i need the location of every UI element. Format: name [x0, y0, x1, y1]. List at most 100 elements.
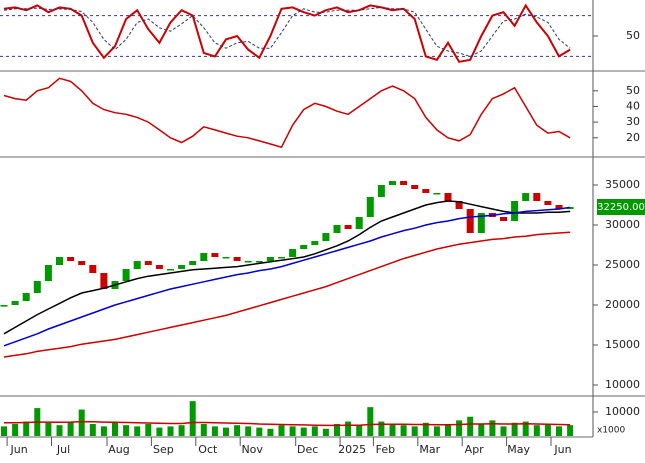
candle-body [300, 245, 308, 249]
candle-body [344, 225, 352, 229]
candle-body [22, 293, 30, 301]
volume-bar [256, 427, 263, 436]
volume-bar [223, 427, 229, 436]
y-tick-label: 20 [626, 131, 640, 144]
candle-body [89, 265, 97, 273]
y-tick-label: 40 [626, 99, 640, 112]
candle-body [289, 249, 297, 257]
volume-bar [522, 421, 529, 436]
x-tick-label: Dec [297, 443, 318, 456]
x-tick-label: Apr [465, 443, 485, 456]
x-tick-label: Nov [241, 443, 263, 456]
volume-bar [489, 420, 496, 436]
volume-bar [445, 425, 451, 436]
x-tick-label: Jun [10, 443, 28, 456]
candle-body [311, 241, 319, 245]
candle-body [11, 301, 19, 305]
line [3, 206, 571, 347]
volume-bar [234, 425, 241, 436]
candle-body [67, 257, 75, 261]
candle-body [389, 181, 396, 185]
candle-body [477, 213, 485, 233]
volume-bar [345, 421, 352, 436]
volume-bar [78, 409, 85, 436]
candle-body [511, 201, 519, 221]
last-price-box [597, 199, 645, 215]
volume-bar [378, 421, 385, 436]
candle-body [167, 269, 174, 271]
y-tick-label: 10000 [605, 378, 640, 391]
candle-body [266, 257, 274, 261]
candle-body [255, 261, 263, 263]
line [3, 77, 571, 149]
candle-body [522, 193, 530, 201]
y-tick-label: 30000 [605, 218, 640, 231]
line [4, 420, 571, 427]
line [3, 6, 571, 57]
candle-body [333, 225, 341, 233]
volume-bar [67, 421, 74, 436]
volume-bar [211, 426, 218, 436]
candle-body [44, 265, 52, 281]
volume-bar [289, 426, 296, 436]
volume-bar [89, 423, 96, 436]
last-price-label: 32250.00 [597, 202, 645, 213]
volume-bar [156, 427, 163, 436]
candle-body [233, 257, 241, 261]
line [3, 200, 571, 335]
volume-bar [334, 423, 340, 436]
candle-body [433, 193, 441, 195]
candle-body [0, 305, 8, 307]
volume-bar [1, 426, 7, 436]
candle-body [533, 193, 541, 201]
volume-bar [45, 422, 52, 436]
volume-bar [356, 425, 363, 436]
candle-body [555, 205, 563, 209]
candle-body [400, 181, 408, 185]
volume-bar [200, 423, 207, 436]
candle-body [411, 185, 419, 189]
volume-bar [533, 425, 540, 436]
volume-bar [500, 426, 507, 436]
candle-body [122, 269, 130, 281]
volume-bar [189, 401, 196, 436]
candle-body [444, 193, 452, 201]
x-tick-label: Sep [153, 443, 174, 456]
candle-body [189, 261, 197, 265]
candle-body [100, 273, 108, 289]
y-tick-label: 35000 [605, 178, 640, 191]
x-tick-label: Aug [108, 443, 129, 456]
candle-body [455, 201, 463, 209]
y-tick-label: 25000 [605, 258, 640, 271]
x-tick-label: Feb [376, 443, 395, 456]
y-tick-label: 30 [626, 115, 640, 128]
volume-bar [100, 426, 107, 436]
y-tick-label: 10000 [605, 405, 640, 418]
unit-label: x1000 [597, 426, 626, 436]
volume-bar [456, 420, 463, 436]
line [3, 3, 571, 63]
volume-bar [478, 423, 485, 436]
volume-bar [467, 416, 474, 436]
volume-bar [134, 426, 141, 436]
y-tick-label: 15000 [605, 338, 640, 351]
candle-body [178, 265, 186, 269]
y-tick-label: 50 [626, 84, 640, 97]
candle-body [377, 185, 385, 197]
candle-body [466, 209, 474, 233]
x-tick-label: May [507, 443, 530, 456]
volume-bar [23, 421, 30, 436]
volume-bar [56, 425, 63, 436]
candle-body [544, 201, 552, 205]
x-tick-label: 2025 [338, 443, 366, 456]
candle-body [133, 261, 141, 269]
candle-body [144, 261, 152, 265]
volume-bar [245, 426, 252, 436]
volume-bar [145, 423, 152, 436]
volume-bar [178, 425, 185, 436]
candle-body [355, 217, 363, 229]
volume-bar [123, 425, 130, 436]
candle-body [33, 281, 41, 293]
